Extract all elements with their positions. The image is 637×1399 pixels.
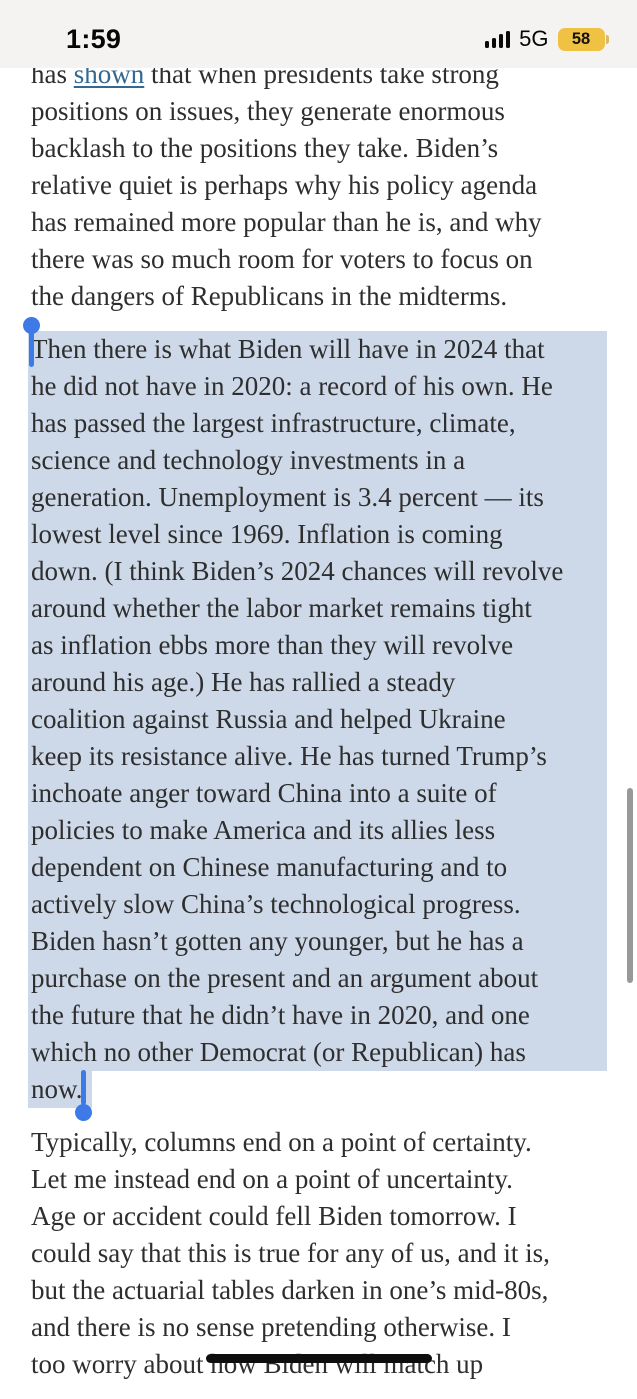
text-segment: keep its resistance alive. He has turned… (31, 741, 547, 771)
text-segment: has remained more popular than he is, an… (31, 207, 542, 237)
selection-highlight-partial: now. (28, 1071, 92, 1108)
signal-bar (505, 30, 511, 48)
paragraph-ending-uncertainty: Typically, columns end on a point of cer… (31, 1124, 607, 1383)
battery-icon: 58 (557, 27, 609, 51)
selection-highlight-line: around his age.) He has rallied a steady (28, 664, 607, 701)
battery-body: 58 (557, 27, 605, 51)
selection-end-handle[interactable] (75, 1104, 92, 1121)
battery-nub (606, 34, 609, 44)
text-segment: actively slow China’s technological prog… (31, 889, 521, 919)
text-line: the dangers of Republicans in the midter… (31, 278, 607, 315)
text-line: has remained more popular than he is, an… (31, 204, 607, 241)
text-segment: around whether the labor market remains … (31, 593, 532, 623)
selection-highlight-line: policies to make America and its allies … (28, 812, 607, 849)
text-line: Let me instead end on a point of uncerta… (31, 1161, 607, 1198)
status-bar: 1:59 5G 58 (0, 0, 637, 68)
selection-highlight-line: down. (I think Biden’s 2024 chances will… (28, 553, 607, 590)
text-segment: down. (I think Biden’s 2024 chances will… (31, 556, 564, 586)
text-line: Typically, columns end on a point of cer… (31, 1124, 607, 1161)
text-segment: the future that he didn’t have in 2020, … (31, 1000, 530, 1030)
selection-highlight-line: dependent on Chinese manufacturing and t… (28, 849, 607, 886)
selection-start-handle[interactable] (23, 317, 40, 334)
text-line: there was so much room for voters to foc… (31, 241, 607, 278)
selection-highlight-line: Biden hasn’t gotten any younger, but he … (28, 923, 607, 960)
home-indicator[interactable] (206, 1354, 432, 1363)
selection-end-caret[interactable] (81, 1070, 86, 1105)
selection-highlight-line: Then there is what Biden will have in 20… (28, 331, 607, 368)
text-segment: Biden hasn’t gotten any younger, but he … (31, 926, 524, 956)
text-segment: generation. Unemployment is 3.4 percent … (31, 482, 544, 512)
text-segment: now. (31, 1074, 83, 1104)
selection-highlight-line: around whether the labor market remains … (28, 590, 607, 627)
text-line: but the actuarial tables darken in one’s… (31, 1272, 607, 1309)
selection-highlight-line: generation. Unemployment is 3.4 percent … (28, 479, 607, 516)
text-segment: there was so much room for voters to foc… (31, 244, 533, 274)
text-line: could say that this is true for any of u… (31, 1235, 607, 1272)
text-line: relative quiet is perhaps why his policy… (31, 167, 607, 204)
text-segment: the dangers of Republicans in the midter… (31, 281, 508, 311)
article-body: has shown that when presidents take stro… (28, 56, 607, 1399)
text-segment: and there is no sense pretending otherwi… (31, 1312, 511, 1342)
text-segment: positions on issues, they generate enorm… (31, 96, 505, 126)
text-segment: inchoate anger toward China into a suite… (31, 778, 497, 808)
battery-percent-label: 58 (571, 29, 591, 48)
selection-highlight-line: actively slow China’s technological prog… (28, 886, 607, 923)
signal-bar (498, 34, 504, 48)
signal-bar (491, 37, 497, 48)
text-segment: coalition against Russia and helped Ukra… (31, 704, 506, 734)
text-segment: Typically, columns end on a point of cer… (31, 1127, 532, 1157)
text-line: and there is no sense pretending otherwi… (31, 1309, 607, 1346)
text-segment: around his age.) He has rallied a steady (31, 667, 456, 697)
scrollbar-thumb[interactable] (627, 788, 633, 983)
selection-highlight-line: he did not have in 2020: a record of his… (28, 368, 607, 405)
selection-highlight-line: which no other Democrat (or Republican) … (28, 1034, 607, 1071)
paragraph-presidents-positions: has shown that when presidents take stro… (31, 56, 607, 315)
clock-label: 1:59 (66, 23, 122, 54)
text-segment: but the actuarial tables darken in one’s… (31, 1275, 549, 1305)
text-line: too worry about how Biden will match up (31, 1346, 607, 1383)
text-segment: backlash to the positions they take. Bid… (31, 133, 499, 163)
selection-highlight-line: lowest level since 1969. Inflation is co… (28, 516, 607, 553)
selection-highlight-line: coalition against Russia and helped Ukra… (28, 701, 607, 738)
selection-highlight-line: has passed the largest infrastructure, c… (28, 405, 607, 442)
text-segment: policies to make America and its allies … (31, 815, 496, 845)
text-segment: Let me instead end on a point of uncerta… (31, 1164, 513, 1194)
text-segment: as inflation ebbs more than they will re… (31, 630, 514, 660)
selection-highlight-line: as inflation ebbs more than they will re… (28, 627, 607, 664)
selection-start-caret[interactable] (29, 331, 34, 367)
signal-bar (484, 41, 490, 48)
text-segment: has passed the largest infrastructure, c… (31, 408, 516, 438)
text-segment: could say that this is true for any of u… (31, 1238, 550, 1268)
text-line: Age or accident could fell Biden tomorro… (31, 1198, 607, 1235)
text-segment: purchase on the present and an argument … (31, 963, 539, 993)
text-line: backlash to the positions they take. Bid… (31, 130, 607, 167)
selection-highlight-line: the future that he didn’t have in 2020, … (28, 997, 607, 1034)
text-segment: lowest level since 1969. Inflation is co… (31, 519, 503, 549)
cellular-signal-icon (484, 30, 511, 48)
text-segment: science and technology investments in a (31, 445, 466, 475)
text-segment: relative quiet is perhaps why his policy… (31, 170, 538, 200)
text-segment: dependent on Chinese manufacturing and t… (31, 852, 508, 882)
status-bar-right-cluster: 5G 58 (484, 26, 609, 52)
text-segment: Then there is what Biden will have in 20… (31, 334, 545, 364)
text-segment: he did not have in 2020: a record of his… (31, 371, 553, 401)
network-type-label: 5G (519, 26, 549, 51)
text-line: now. (28, 1071, 607, 1108)
text-line: positions on issues, they generate enorm… (31, 93, 607, 130)
selection-highlight-line: purchase on the present and an argument … (28, 960, 607, 997)
selection-highlight-line: keep its resistance alive. He has turned… (28, 738, 607, 775)
text-segment: Age or accident could fell Biden tomorro… (31, 1201, 517, 1231)
selection-highlight-line: inchoate anger toward China into a suite… (28, 775, 607, 812)
paragraph-biden-record: Then there is what Biden will have in 20… (28, 331, 607, 1108)
text-segment: which no other Democrat (or Republican) … (31, 1037, 526, 1067)
selection-highlight-line: science and technology investments in a (28, 442, 607, 479)
